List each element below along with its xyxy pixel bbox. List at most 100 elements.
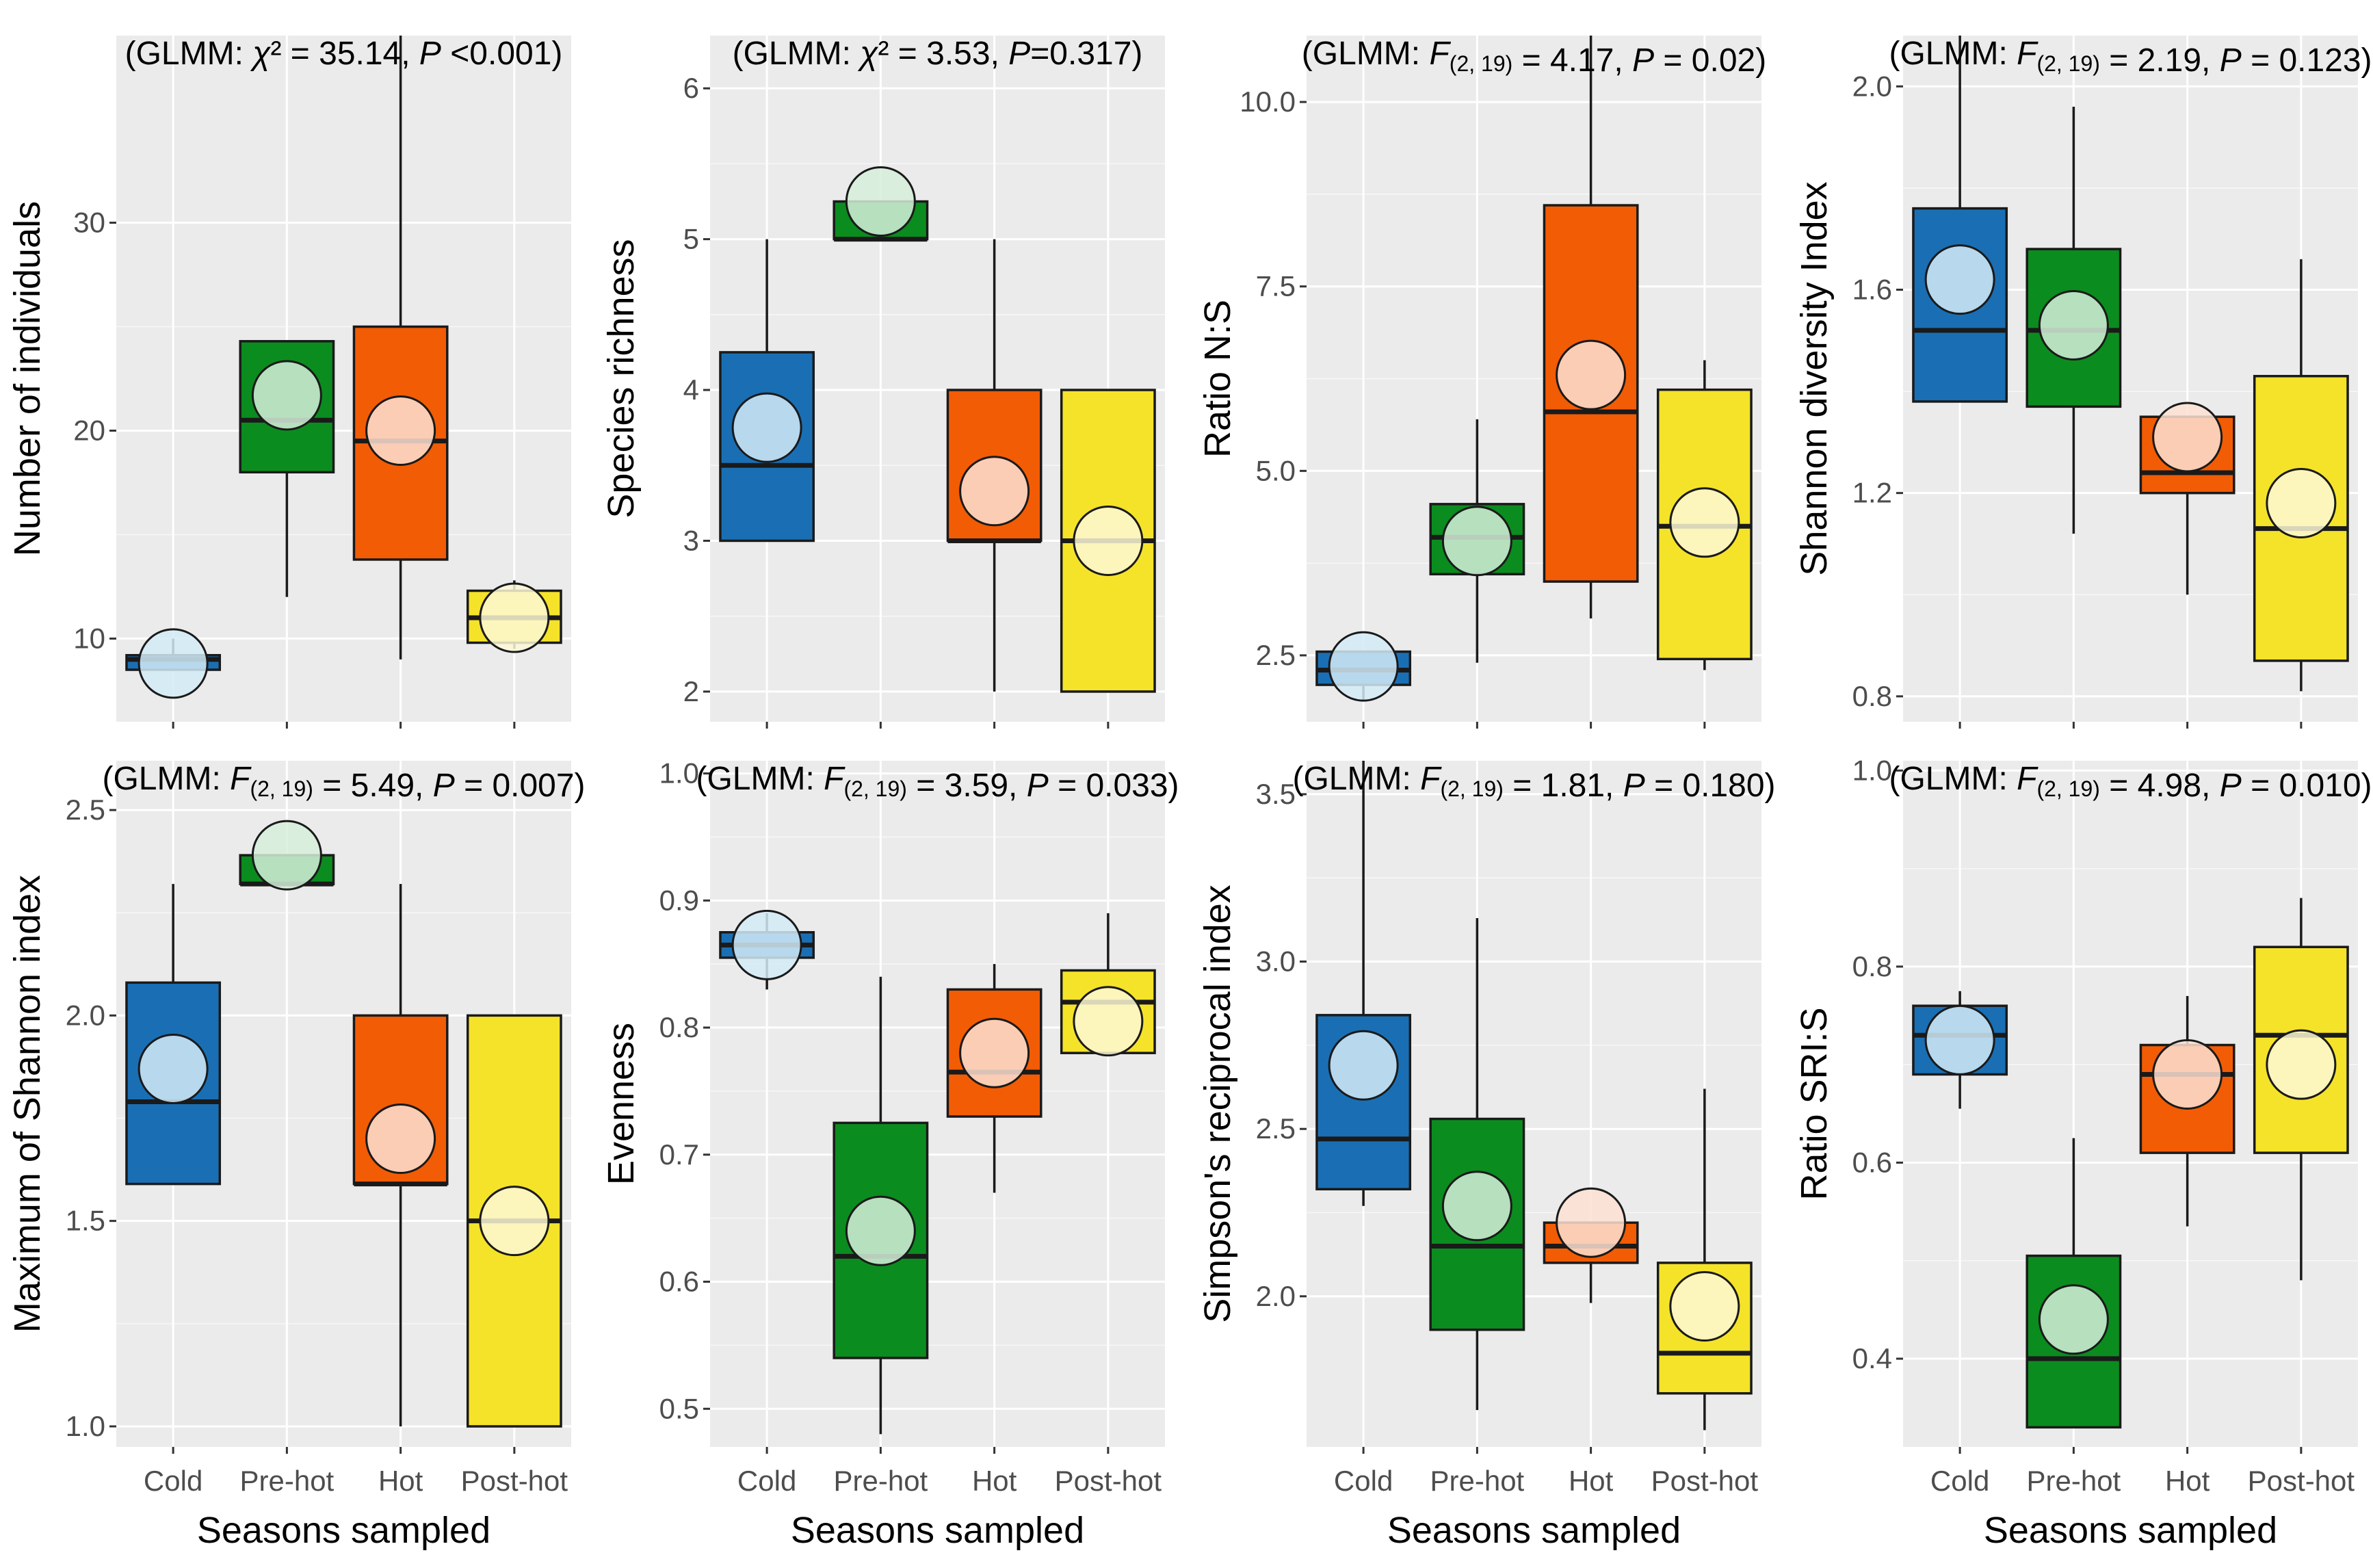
mean-point — [2038, 1284, 2109, 1355]
mean-point — [959, 1017, 1030, 1088]
mean-point — [1328, 1030, 1399, 1101]
box-post-hot — [2253, 259, 2349, 692]
x-tick-label: Cold — [737, 1465, 796, 1497]
box-post-hot — [1656, 1088, 1753, 1430]
x-tick-label: Hot — [972, 1465, 1017, 1497]
x-tick-label: Post-hot — [1651, 1465, 1759, 1497]
box-cold — [1315, 631, 1412, 702]
x-tick-label: Pre-hot — [2027, 1465, 2121, 1497]
mean-point — [2152, 1039, 2223, 1110]
mean-point — [2152, 402, 2223, 473]
mean-point — [2038, 289, 2109, 361]
box-hot — [1543, 36, 1639, 619]
x-tick-label: Hot — [2165, 1465, 2210, 1497]
mean-point — [845, 1195, 916, 1266]
box-cold — [125, 884, 222, 1186]
box-pre-hot — [1429, 917, 1525, 1411]
glmm-annotation: (GLMM: χ² = 3.53, P=0.317) — [733, 36, 1143, 72]
panel-8: 0.4 0.6 0.8 1.0 Cold Pre-hot Hot Post-hot (GLMM:… — [1794, 754, 2372, 1551]
box-cold — [1912, 991, 2008, 1109]
mean-point — [845, 166, 916, 237]
y-tick-label: 0.7 — [659, 1138, 699, 1171]
mean-point — [1328, 631, 1399, 702]
box-pre-hot — [832, 976, 929, 1435]
glmm-annotation: (GLMM: F(2, 19) = 4.98, P = 0.010) — [1889, 761, 2372, 804]
y-tick-label: 2.5 — [1256, 639, 1296, 671]
box-pre-hot — [239, 820, 335, 891]
box-post-hot — [1656, 360, 1753, 670]
box-post-hot — [466, 580, 562, 653]
y-tick-label: 2 — [683, 675, 699, 707]
y-axis-title: Simpson's reciprocal index — [1197, 885, 1238, 1323]
box-pre-hot — [2025, 107, 2122, 534]
panel-5: 1.0 1.5 2.0 2.5 Cold Pre-hot Hot Post-hot (GLMM:… — [7, 761, 586, 1551]
y-tick-label: 1.6 — [1852, 273, 1892, 305]
mean-point — [479, 582, 550, 653]
mean-point — [137, 1033, 209, 1104]
box-hot — [352, 884, 449, 1426]
box-cold — [719, 239, 815, 543]
box-pre-hot — [239, 340, 335, 597]
x-axis-title: Seasons sampled — [197, 1510, 490, 1551]
box-pre-hot — [1429, 419, 1525, 663]
mean-point — [137, 628, 209, 699]
box-hot — [946, 239, 1043, 692]
y-tick-label: 1.0 — [659, 757, 699, 789]
mean-point — [1556, 339, 1627, 410]
mean-point — [251, 360, 322, 431]
box-cold — [1912, 36, 2008, 403]
x-axis-title: Seasons sampled — [1984, 1510, 2277, 1551]
box-cold — [1315, 761, 1412, 1206]
x-tick-label: Pre-hot — [834, 1465, 928, 1497]
y-tick-label: 5 — [683, 223, 699, 255]
x-axis-title: Seasons sampled — [1387, 1510, 1681, 1551]
x-tick-label: Cold — [144, 1465, 202, 1497]
panel-3: 2.5 5.0 7.5 10.0(GLMM: F(2, 19) = 4.17, P =… — [1197, 36, 1766, 729]
panel-2: 2 3 4 5 6 (GLMM: χ² = 3.53, P=0.317) Species r… — [601, 36, 1165, 729]
glmm-annotation: (GLMM: F(2, 19) = 1.81, P = 0.180) — [1292, 761, 1775, 804]
y-tick-label: 1.0 — [66, 1410, 105, 1442]
box-pre-hot — [832, 166, 929, 242]
box-cold — [719, 909, 815, 990]
y-tick-label: 3.0 — [1256, 945, 1296, 978]
glmm-annotation: (GLMM: F(2, 19) = 4.17, P = 0.02) — [1302, 36, 1766, 79]
mean-point — [731, 392, 802, 463]
y-axis-title: Ratio N:S — [1197, 300, 1238, 458]
y-tick-label: 4 — [683, 374, 699, 406]
y-tick-label: 0.8 — [659, 1011, 699, 1043]
mean-point — [2266, 468, 2337, 539]
x-tick-label: Hot — [378, 1465, 423, 1497]
box-iqr — [1315, 1014, 1412, 1191]
glmm-annotation: (GLMM: F(2, 19) = 3.59, P = 0.033) — [696, 761, 1179, 804]
box-hot — [946, 964, 1043, 1193]
y-tick-label: 2.5 — [66, 794, 105, 826]
y-axis-title: Number of individuals — [7, 201, 48, 556]
mean-point — [365, 395, 436, 466]
y-tick-label: 1.2 — [1852, 477, 1892, 509]
y-tick-label: 3.5 — [1256, 778, 1296, 810]
x-tick-label: Post-hot — [2248, 1465, 2355, 1497]
panel-1: 10 20 30 (GLMM: χ² = 35.14, P <0.001) Number… — [7, 36, 571, 729]
y-tick-label: 1.5 — [66, 1205, 105, 1237]
mean-point — [1669, 1271, 1740, 1342]
y-axis-title: Species richness — [601, 239, 642, 518]
panel-4: 0.8 1.2 1.6 2.0(GLMM: F(2, 19) = 2.19, P = … — [1794, 36, 2372, 729]
y-tick-label: 1.0 — [1852, 754, 1892, 786]
x-tick-label: Pre-hot — [240, 1465, 335, 1497]
mean-point — [1924, 1004, 1995, 1075]
box-post-hot — [1060, 913, 1156, 1057]
mean-point — [1669, 487, 1740, 558]
mean-point — [365, 1103, 436, 1175]
mean-point — [1073, 986, 1144, 1057]
glmm-annotation: (GLMM: χ² = 35.14, P <0.001) — [125, 36, 563, 72]
y-tick-label: 0.6 — [1852, 1146, 1892, 1178]
y-tick-label: 20 — [73, 414, 105, 446]
x-tick-label: Post-hot — [1055, 1465, 1162, 1497]
mean-point — [1073, 505, 1144, 576]
box-cold — [125, 628, 222, 699]
box-hot — [2139, 995, 2236, 1227]
y-tick-label: 3 — [683, 524, 699, 556]
panel-7: 2.0 2.5 3.0 3.5 Cold Pre-hot Hot Post-hot (GLMM:… — [1197, 761, 1776, 1551]
y-tick-label: 0.6 — [659, 1266, 699, 1298]
mean-point — [1924, 244, 1995, 315]
